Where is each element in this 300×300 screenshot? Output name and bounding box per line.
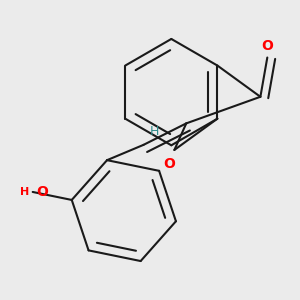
Text: H: H [20,187,29,197]
Text: O: O [164,157,175,171]
Text: O: O [36,185,48,199]
Text: O: O [261,39,273,53]
Text: H: H [150,125,160,138]
